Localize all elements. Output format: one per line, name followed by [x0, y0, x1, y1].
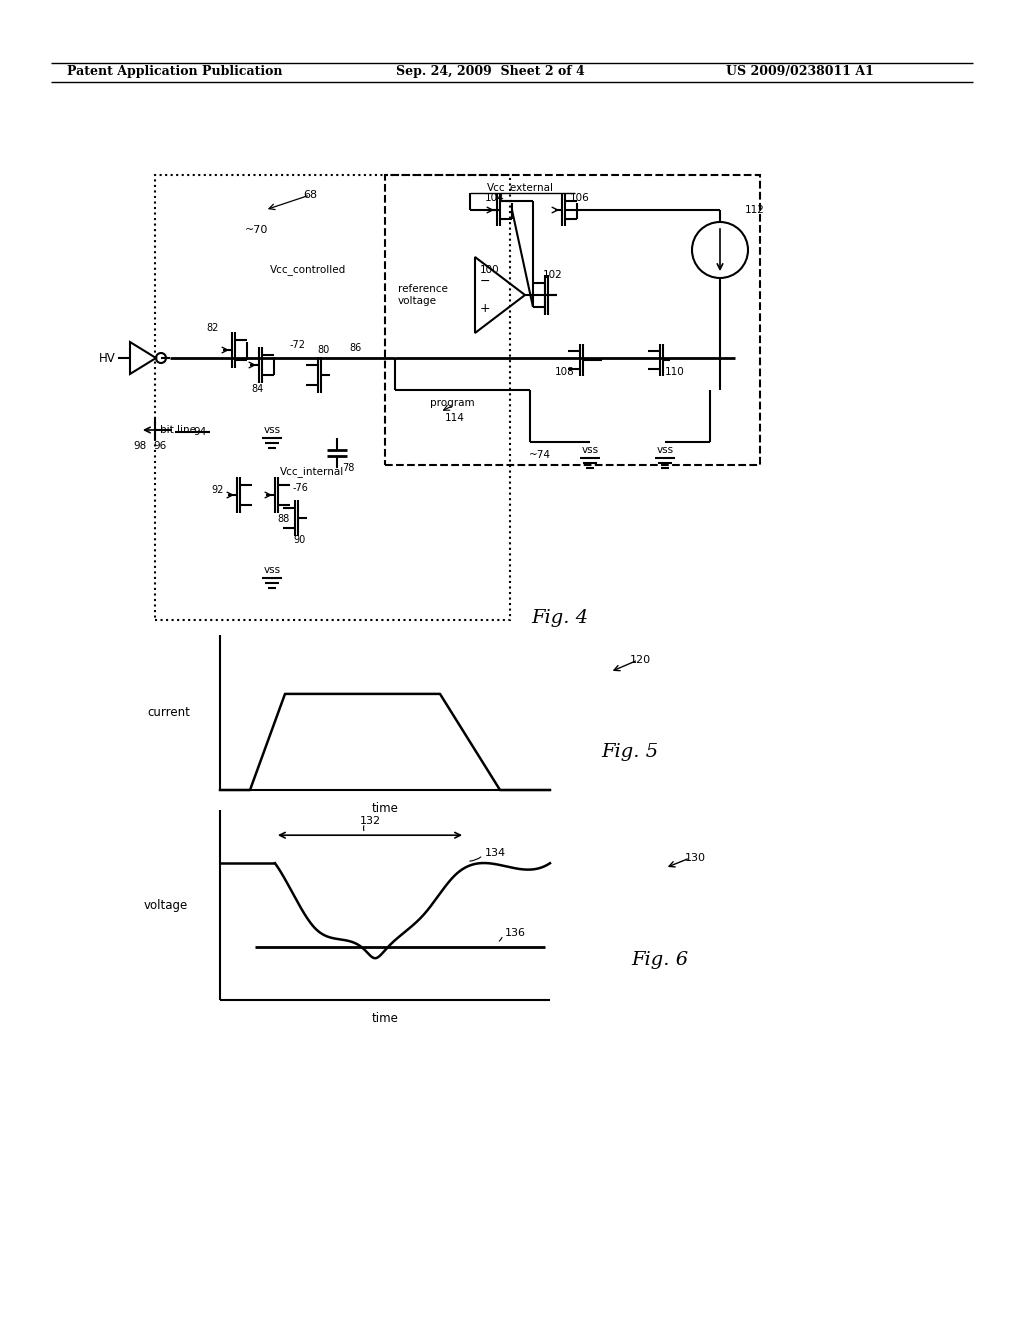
Text: HV: HV	[98, 351, 116, 364]
Text: Patent Application Publication: Patent Application Publication	[68, 66, 283, 78]
Text: 114: 114	[445, 413, 465, 422]
Text: 130: 130	[684, 853, 706, 863]
Bar	[155, 176, 510, 620]
Text: −: −	[480, 275, 490, 288]
Text: time: time	[372, 801, 398, 814]
Bar	[385, 176, 760, 465]
Text: Fig. 5: Fig. 5	[601, 743, 658, 762]
Text: Vcc_external: Vcc_external	[486, 182, 554, 194]
Text: ~70: ~70	[245, 224, 268, 235]
Text: Sep. 24, 2009  Sheet 2 of 4: Sep. 24, 2009 Sheet 2 of 4	[395, 66, 585, 78]
Text: 86: 86	[349, 343, 361, 352]
Text: vss: vss	[582, 445, 599, 455]
Text: reference
voltage: reference voltage	[398, 284, 447, 306]
Text: 110: 110	[666, 367, 685, 378]
Text: 78: 78	[342, 463, 354, 473]
Text: program: program	[430, 399, 475, 408]
Text: vss: vss	[656, 445, 674, 455]
Text: 136: 136	[505, 928, 526, 937]
Text: 80: 80	[316, 345, 329, 355]
Text: vss: vss	[263, 425, 281, 436]
Text: 98: 98	[133, 441, 146, 451]
Text: Vcc_controlled: Vcc_controlled	[270, 264, 346, 276]
Text: 104: 104	[485, 193, 505, 203]
Text: 100: 100	[480, 265, 500, 275]
Text: 132: 132	[359, 816, 381, 826]
Text: current: current	[147, 706, 190, 719]
Text: US 2009/0238011 A1: US 2009/0238011 A1	[726, 66, 873, 78]
Text: Fig. 6: Fig. 6	[632, 950, 688, 969]
Text: 68: 68	[303, 190, 317, 201]
Text: 94: 94	[194, 426, 207, 437]
Text: ~74: ~74	[529, 450, 551, 459]
Text: time: time	[372, 1011, 398, 1024]
Text: 134: 134	[485, 849, 506, 858]
Text: -76: -76	[292, 483, 308, 492]
Text: 102: 102	[543, 271, 563, 280]
Text: 96: 96	[154, 441, 167, 451]
Text: 88: 88	[276, 513, 289, 524]
Text: vss: vss	[263, 565, 281, 576]
Text: Vcc_internal: Vcc_internal	[280, 466, 344, 478]
Text: Fig. 4: Fig. 4	[531, 609, 589, 627]
Text: 90: 90	[294, 535, 306, 545]
Text: 120: 120	[630, 655, 650, 665]
Text: +: +	[479, 302, 490, 315]
Text: bit line: bit line	[160, 425, 196, 436]
Text: 112: 112	[745, 205, 765, 215]
Text: -72: -72	[290, 341, 306, 350]
Text: 108: 108	[555, 367, 574, 378]
Text: 84: 84	[251, 384, 263, 393]
Text: voltage: voltage	[143, 899, 188, 912]
Text: 92: 92	[212, 484, 224, 495]
Text: 106: 106	[570, 193, 590, 203]
Text: 82: 82	[207, 323, 219, 333]
